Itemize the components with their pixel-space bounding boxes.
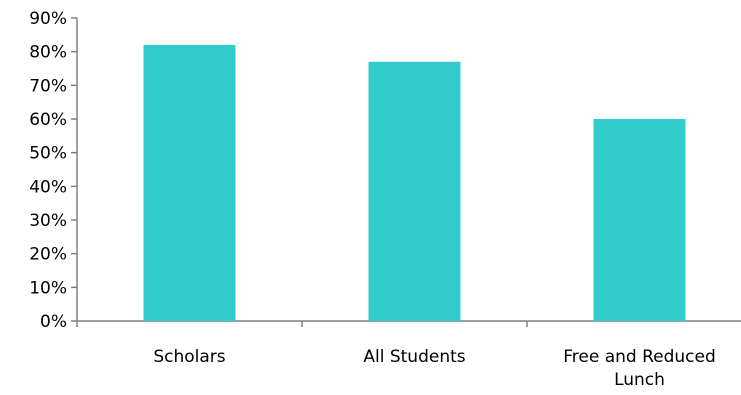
y-tick-label: 40% bbox=[29, 177, 67, 197]
x-tick-label-line: Lunch bbox=[614, 370, 665, 390]
category-labels: Scholars All Students Free and Reduced Lunc… bbox=[153, 347, 715, 390]
y-tick-label: 10% bbox=[29, 278, 67, 298]
x-axis bbox=[76, 320, 741, 327]
bar bbox=[593, 119, 686, 321]
y-tick-label: 70% bbox=[29, 76, 67, 96]
y-tick-label: 90% bbox=[29, 9, 67, 29]
x-tick-label: All Students bbox=[363, 347, 465, 367]
x-tick-label-line: All Students bbox=[363, 347, 465, 367]
x-tick-label-line: Scholars bbox=[153, 347, 225, 367]
y-tick-label: 20% bbox=[29, 245, 67, 265]
y-tick-label: 0% bbox=[40, 312, 67, 332]
bar bbox=[143, 44, 236, 321]
x-tick-label: Free and Reduced Lunch bbox=[563, 347, 716, 390]
bar bbox=[368, 61, 461, 322]
x-tick-label: Scholars bbox=[153, 347, 225, 367]
y-tick-label: 60% bbox=[29, 110, 67, 130]
y-tick-label: 50% bbox=[29, 144, 67, 164]
y-tick-label: 80% bbox=[29, 43, 67, 63]
x-tick-label-line: Free and Reduced bbox=[563, 347, 716, 367]
bars bbox=[143, 44, 686, 322]
y-axis: 0% 10% 20% 30% 40% 50% 60% 70% 80% 90% bbox=[29, 9, 78, 332]
y-tick-label: 30% bbox=[29, 211, 67, 231]
